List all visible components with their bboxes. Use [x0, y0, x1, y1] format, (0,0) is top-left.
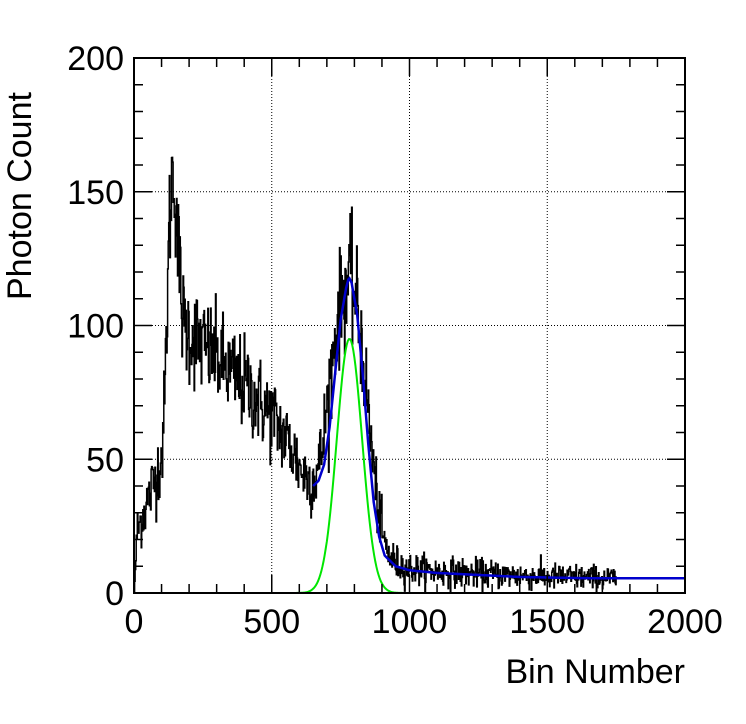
axis-tick-labels: 0 500 1000 1500 2000 0 50 100 150 200	[67, 40, 723, 641]
axis-ticks	[133, 57, 686, 594]
series-histogram	[133, 156, 617, 594]
x-tick-label: 2000	[647, 603, 723, 641]
x-axis-title: Bin Number	[505, 653, 685, 691]
grid-lines	[134, 58, 685, 593]
y-tick-label: 200	[67, 40, 124, 78]
series-total-fit	[312, 276, 685, 580]
y-tick-label: 100	[67, 308, 124, 346]
x-tick-label: 1000	[372, 603, 448, 641]
y-tick-label: 150	[67, 174, 124, 212]
plot-area	[133, 156, 685, 594]
x-tick-label: 500	[243, 603, 300, 641]
y-tick-label: 0	[105, 575, 124, 613]
y-axis-title: Photon Count	[1, 92, 39, 300]
x-tick-label: 0	[125, 603, 144, 641]
x-tick-label: 1500	[509, 603, 585, 641]
y-tick-label: 50	[86, 441, 124, 479]
